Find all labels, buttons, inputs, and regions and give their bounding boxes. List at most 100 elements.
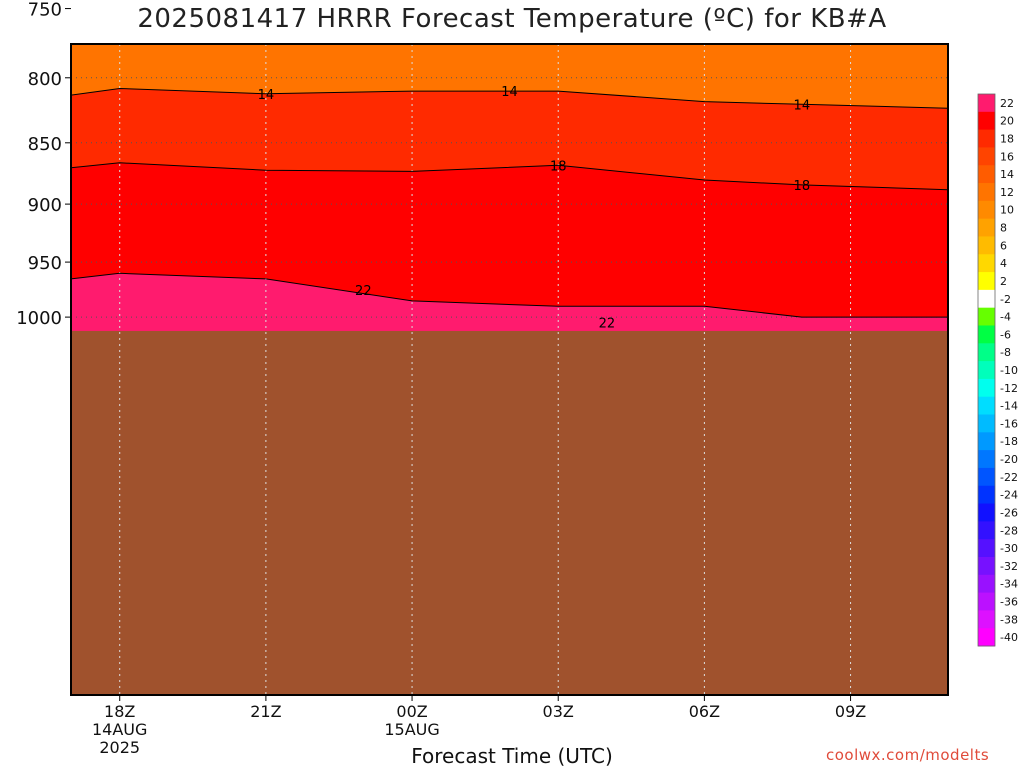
surface-ground <box>71 330 948 695</box>
colorbar-swatch-18 <box>978 129 995 148</box>
isotherm-22-19 <box>71 272 948 318</box>
colorbar-label--40: -40 <box>1000 631 1018 644</box>
colorbar-swatch-6 <box>978 236 995 255</box>
colorbar-label-2: 2 <box>1000 275 1007 288</box>
colorbar-label--2: -2 <box>1000 293 1011 306</box>
x-tick-label-21Z-0: 21Z <box>250 702 281 721</box>
colorbar-label-8: 8 <box>1000 222 1007 235</box>
colorbar-label--20: -20 <box>1000 453 1018 466</box>
x-tick-label-00Z-1: 15AUG <box>384 720 439 739</box>
isotherm-14-17 <box>71 87 948 109</box>
colorbar-label--38: -38 <box>1000 613 1018 626</box>
colorbar-label--30: -30 <box>1000 542 1018 555</box>
colorbar-label-18: 18 <box>1000 133 1014 146</box>
chart-title: 2025081417 HRRR Forecast Temperature (ºC… <box>137 4 887 34</box>
credit-link[interactable]: coolwx.com/modelts <box>826 746 990 764</box>
x-tick-label-18Z-2: 2025 <box>99 738 140 757</box>
x-axis-label: Forecast Time (UTC) <box>411 744 613 768</box>
colorbar-swatch--26 <box>978 503 995 522</box>
colorbar-swatch-2 <box>978 272 995 291</box>
grid-lines <box>71 44 948 695</box>
colorbar-label--24: -24 <box>1000 489 1018 502</box>
x-tick-label-18Z-0: 18Z <box>104 702 135 721</box>
temperature-band-18 <box>71 88 948 190</box>
y-tick-label-750: 750 <box>28 0 62 21</box>
colorbar-label--32: -32 <box>1000 560 1018 573</box>
temperature-band-19 <box>71 162 948 318</box>
temperature-band-0 <box>71 0 948 44</box>
colorbar-label-4: 4 <box>1000 257 1007 270</box>
colorbar-swatch--12 <box>978 378 995 398</box>
colorbar-label--18: -18 <box>1000 435 1018 448</box>
x-tick-label-00Z-0: 00Z <box>396 702 427 721</box>
colorbar-swatch--10 <box>978 361 995 380</box>
contour-label-36: 22 <box>355 284 372 299</box>
colorbar-swatch--16 <box>978 414 995 433</box>
colorbar-label--34: -34 <box>1000 578 1018 591</box>
contour-label-31: 14 <box>258 88 275 103</box>
contour-label-33: 14 <box>794 98 811 113</box>
colorbar-swatch-16 <box>978 147 995 166</box>
colorbar-label--10: -10 <box>1000 364 1018 377</box>
colorbar-swatch--2 <box>978 289 995 309</box>
colorbar-label-16: 16 <box>1000 150 1014 163</box>
y-tick-label-800: 800 <box>28 69 62 90</box>
contour-label-32: 14 <box>501 85 518 100</box>
colorbar-label--8: -8 <box>1000 346 1011 359</box>
contour-label-34: 18 <box>550 159 567 174</box>
colorbar-swatch--34 <box>978 574 995 594</box>
colorbar-swatch--4 <box>978 307 995 326</box>
colorbar-label--14: -14 <box>1000 400 1018 413</box>
colorbar-swatch--8 <box>978 343 995 362</box>
colorbar-swatch-8 <box>978 218 995 237</box>
isotherm-contours <box>71 0 948 318</box>
colorbar-swatch--6 <box>978 325 995 344</box>
colorbar-label--12: -12 <box>1000 382 1018 395</box>
contour-label-37: 22 <box>599 316 616 331</box>
colorbar-swatch--40 <box>978 628 995 647</box>
contour-label-35: 18 <box>794 179 811 194</box>
colorbar-swatch--32 <box>978 556 995 576</box>
colorbar-swatch--38 <box>978 610 995 629</box>
colorbar-swatch--14 <box>978 396 995 416</box>
colorbar-swatch--18 <box>978 432 995 451</box>
colorbar-label--6: -6 <box>1000 328 1011 341</box>
colorbar-label-22: 22 <box>1000 97 1014 110</box>
colorbar: 22 20 18 16 14 12 10 8 6 4 2 -2 -4 -6 -8 -10 -12 -14 -16 -1… <box>977 93 1018 647</box>
colorbar-swatch--20 <box>978 450 995 469</box>
colorbar-swatch--30 <box>978 539 995 558</box>
colorbar-label-10: 10 <box>1000 204 1014 217</box>
contour-label-bg-30 <box>255 0 277 8</box>
colorbar-swatch--22 <box>978 467 995 487</box>
contour-labels: 5050464642383430302626222218181414101066… <box>255 0 811 331</box>
colorbar-label--36: -36 <box>1000 595 1018 608</box>
colorbar-label--22: -22 <box>1000 471 1018 484</box>
temperature-fill <box>71 0 948 695</box>
y-axis: 2503003504004505005506006507007508008509… <box>16 0 71 329</box>
x-tick-label-06Z-0: 06Z <box>689 702 720 721</box>
y-tick-label-850: 850 <box>28 134 62 155</box>
y-tick-label-1000: 1000 <box>16 308 62 329</box>
colorbar-label-20: 20 <box>1000 115 1014 128</box>
contour-label-30: 10 <box>258 0 275 10</box>
isotherm-18-18 <box>71 162 948 191</box>
colorbar-label--26: -26 <box>1000 506 1018 519</box>
colorbar-border <box>977 93 996 647</box>
colorbar-label--16: -16 <box>1000 417 1018 430</box>
colorbar-label-12: 12 <box>1000 186 1014 199</box>
x-tick-label-09Z-0: 09Z <box>835 702 866 721</box>
colorbar-swatch-20 <box>978 111 995 131</box>
colorbar-swatch-4 <box>978 254 995 273</box>
y-tick-label-900: 900 <box>28 195 62 216</box>
colorbar-swatch--24 <box>978 485 995 505</box>
colorbar-swatch--28 <box>978 521 995 540</box>
y-tick-label-950: 950 <box>28 253 62 274</box>
isotherm-10-16 <box>71 0 948 7</box>
temperature-band-16 <box>71 0 948 7</box>
temperature-band-17 <box>71 44 948 109</box>
plot-frame <box>70 43 949 696</box>
colorbar-label--28: -28 <box>1000 524 1018 537</box>
colorbar-swatch-12 <box>978 183 995 202</box>
